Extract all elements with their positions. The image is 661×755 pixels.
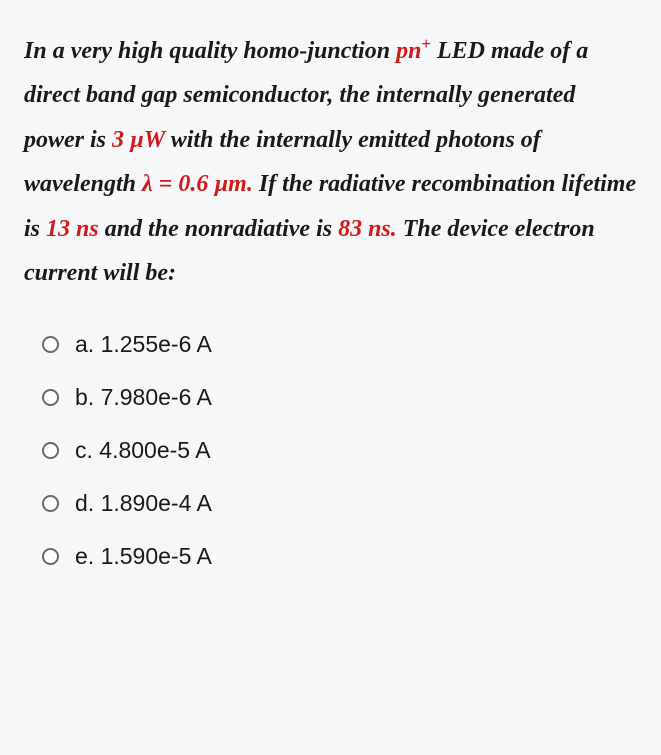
q-pn-sup: + [421, 34, 431, 53]
q-power: 3 µW [112, 127, 165, 153]
radio-icon[interactable] [42, 336, 59, 353]
option-label: e. 1.590e-5 A [75, 543, 212, 570]
option-a[interactable]: a. 1.255e-6 A [42, 331, 637, 358]
q-pn-base: pn [396, 38, 421, 64]
q-lambda: λ = 0.6 µm. [142, 171, 253, 197]
option-label: b. 7.980e-6 A [75, 384, 212, 411]
option-label: c. 4.800e-5 A [75, 437, 211, 464]
options-group: a. 1.255e-6 A b. 7.980e-6 A c. 4.800e-5 … [24, 331, 637, 570]
radio-icon[interactable] [42, 495, 59, 512]
q-pn: pn+ [396, 38, 431, 64]
radio-icon[interactable] [42, 389, 59, 406]
q-frag-1: In a very high quality homo-junction [24, 38, 396, 64]
q-rad: 13 ns [46, 216, 99, 242]
option-c[interactable]: c. 4.800e-5 A [42, 437, 637, 464]
q-frag-5: and the nonradiative is [99, 216, 338, 242]
radio-icon[interactable] [42, 548, 59, 565]
radio-icon[interactable] [42, 442, 59, 459]
q-nonrad: 83 ns. [338, 216, 397, 242]
option-label: a. 1.255e-6 A [75, 331, 212, 358]
option-b[interactable]: b. 7.980e-6 A [42, 384, 637, 411]
option-d[interactable]: d. 1.890e-4 A [42, 490, 637, 517]
question-text: In a very high quality homo-junction pn+… [24, 28, 637, 295]
option-e[interactable]: e. 1.590e-5 A [42, 543, 637, 570]
option-label: d. 1.890e-4 A [75, 490, 212, 517]
